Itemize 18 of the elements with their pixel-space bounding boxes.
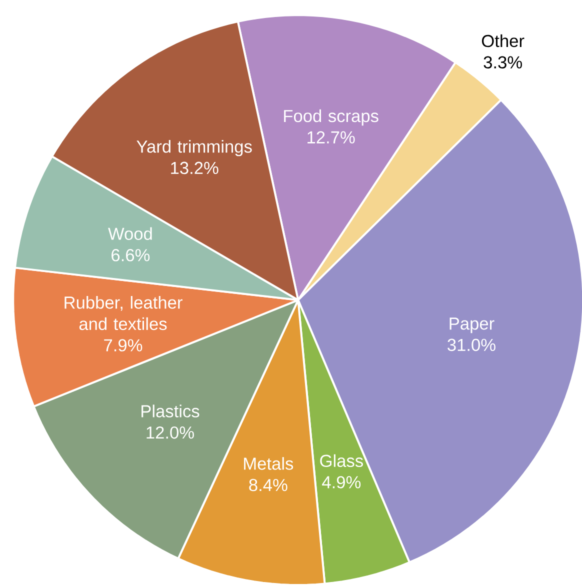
slice-label: Wood	[108, 227, 152, 240]
slice-label: Food scraps	[284, 109, 378, 126]
data-label: 12.0%	[146, 426, 194, 439]
data-label: 8.4%	[249, 478, 288, 492]
data-label: 31.0%	[448, 338, 496, 352]
slice-label: Metals	[244, 457, 294, 470]
data-label: 6.6%	[112, 249, 150, 262]
data-label: 13.2%	[171, 162, 218, 174]
slice-label: Yard trimmings	[136, 140, 252, 156]
data-label: 3.3%	[484, 56, 522, 68]
data-label: 12.7%	[308, 131, 355, 144]
slice-label: Other	[482, 34, 524, 48]
slice-label: Paper	[450, 318, 494, 334]
slice-label: Glass	[320, 454, 363, 468]
slice-label: Rubber, leather and textiles	[64, 296, 182, 330]
data-label: 4.9%	[322, 476, 361, 488]
data-label: 7.9%	[104, 339, 142, 352]
slice-label: Plastics	[142, 404, 200, 418]
